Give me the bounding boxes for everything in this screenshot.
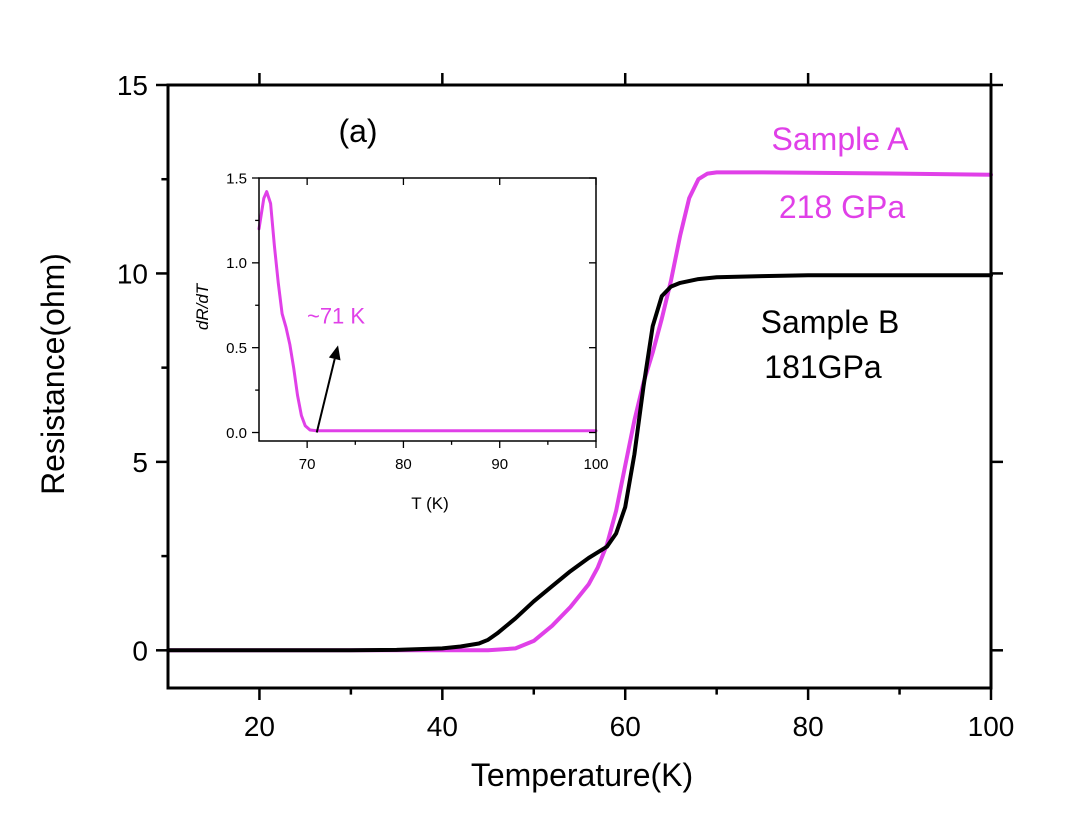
inset-chart: 70 80 90 100 0.0 0.5 1.0 1.5 T (K) dR/dT ~71 K [193, 170, 609, 513]
main-x-axis-title: Temperature(K) [471, 757, 693, 793]
main-y-tick-label: 15 [117, 70, 148, 101]
inset-y-tick-label: 0.0 [226, 425, 247, 442]
main-x-tick-label: 80 [793, 711, 824, 742]
main-x-tick-label: 60 [610, 711, 641, 742]
inset-ticks: 70 80 90 100 0.0 0.5 1.0 1.5 [226, 170, 608, 473]
panel-label: (a) [338, 113, 377, 149]
inset-background [259, 178, 596, 441]
inset-annotation-arrow [315, 358, 336, 433]
main-plot-frame [166, 83, 993, 690]
inset-annotation-label: ~71 K [307, 303, 365, 328]
main-y-axis-title: Resistance(ohm) [35, 253, 71, 495]
main-series-lines [166, 170, 993, 653]
inset-plot-frame [258, 177, 597, 442]
sample-a-pressure-label: 218 GPa [779, 189, 906, 225]
main-series-line-1 [166, 273, 993, 653]
sample-b-pressure-label: 181GPa [764, 349, 882, 385]
main-x-tick-label: 100 [968, 711, 1015, 742]
inset-series-line-0 [257, 190, 598, 433]
inset-x-tick-label: 100 [583, 456, 608, 473]
inset-annotation-arrowhead [328, 345, 341, 361]
inset-y-tick-label: 1.5 [226, 170, 247, 187]
inset-x-tick-label: 90 [491, 456, 508, 473]
main-x-tick-label: 40 [427, 711, 458, 742]
inset-annotation: ~71 K [307, 303, 365, 433]
inset-series-lines [257, 190, 598, 433]
main-y-tick-label: 0 [132, 635, 148, 666]
sample-b-label: Sample B [761, 304, 900, 340]
main-y-tick-label: 5 [132, 447, 148, 478]
inset-x-tick-label: 70 [299, 456, 316, 473]
sample-a-label: Sample A [772, 121, 910, 157]
main-ticks: 20 40 60 80 100 0 5 10 15 [117, 70, 1015, 742]
inset-x-tick-label: 80 [395, 456, 412, 473]
main-series-line-0 [166, 170, 993, 653]
main-y-tick-label: 10 [117, 259, 148, 290]
inset-y-tick-label: 1.0 [226, 255, 247, 272]
inset-y-axis-title: dR/dT [193, 282, 212, 330]
main-chart: 20 40 60 80 100 0 5 10 15 Temperature(K) Resista… [35, 70, 1014, 793]
inset-x-axis-title: T (K) [411, 494, 448, 513]
inset-y-tick-label: 0.5 [226, 340, 247, 357]
main-x-tick-label: 20 [244, 711, 275, 742]
